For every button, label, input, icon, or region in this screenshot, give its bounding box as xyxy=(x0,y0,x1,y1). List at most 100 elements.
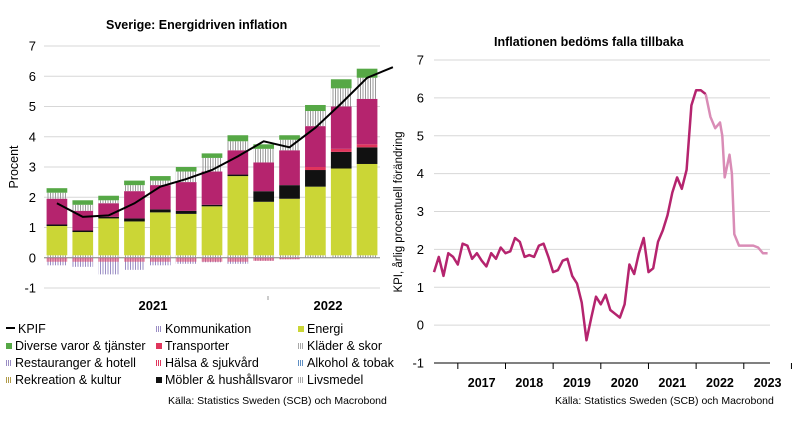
right-y-tick-label: 6 xyxy=(417,90,424,105)
bar-segment-energi xyxy=(124,221,145,256)
bar-segment-diverse-varor xyxy=(279,135,300,140)
right-y-axis-label: KPI, årlig procentuell förändring xyxy=(393,131,405,292)
legend-label: Rekreation & kultur xyxy=(15,373,122,387)
left-y-axis-label: Procent xyxy=(7,145,21,189)
bar-segment-klader xyxy=(72,204,94,211)
bar-segment-klader xyxy=(305,111,326,127)
bar-segment-diverse-varor xyxy=(46,188,68,193)
bar-segment-energi xyxy=(98,218,119,256)
bar-segment-halsa xyxy=(227,257,249,262)
right-y-tick-label: 2 xyxy=(417,242,424,257)
left-x-group-label: 2021 xyxy=(139,298,168,313)
bar-segment-diverse-pink xyxy=(124,191,145,219)
bar-segment-diverse-varor xyxy=(72,200,94,205)
left-y-tick-label: 5 xyxy=(29,99,36,114)
legend-label: Möbler & hushållsvaror xyxy=(165,373,293,387)
bar-segment-livsmedel xyxy=(330,255,352,258)
legend-item-alkohol: Alkohol & tobak xyxy=(298,356,394,370)
left-y-tick-label: 3 xyxy=(29,160,36,175)
legend-label: Transporter xyxy=(165,339,230,353)
bar-segment-energi xyxy=(201,206,223,256)
bar-segment-livsmedel xyxy=(72,255,94,258)
bar-segment-diverse-varor xyxy=(253,144,275,149)
bar-segment-energi xyxy=(46,225,68,256)
bar-segment-energi xyxy=(279,198,300,256)
bar-segment-energi xyxy=(253,201,275,256)
bar-segment-livsmedel xyxy=(46,255,68,258)
bar-segment-halsa xyxy=(98,257,119,262)
bar-segment-diverse-pink xyxy=(227,150,249,175)
legend-item-halsa: Hälsa & sjukvård xyxy=(156,356,259,370)
bar-segment-halsa xyxy=(72,257,94,262)
bar-segment-mobler xyxy=(149,209,171,213)
bar-segment-halsa xyxy=(46,257,68,262)
bar-segment-mobler xyxy=(72,230,94,233)
bar-segment-diverse-varor xyxy=(305,104,326,112)
bar-segment-diverse-varor xyxy=(98,195,119,201)
legend-label: Diverse varor & tjänster xyxy=(15,339,146,353)
bar-segment-diverse-pink xyxy=(253,162,275,192)
bar-segment-halsa xyxy=(175,257,197,262)
bar-segment-mobler xyxy=(305,170,326,187)
bar-segment-klader xyxy=(149,180,171,186)
bar-segment-energi xyxy=(305,186,326,256)
bar-segment-halsa xyxy=(279,257,300,260)
bar-segment-halsa xyxy=(201,257,223,262)
legend-label: Kommunikation xyxy=(165,322,252,336)
bar-segment-livsmedel xyxy=(227,255,249,258)
bar-segment-energi xyxy=(330,168,352,256)
left-y-tick-label: 1 xyxy=(29,220,36,235)
legend-item-restauranger: Restauranger & hotell xyxy=(6,356,136,370)
bar-segment-diverse-pink xyxy=(330,106,352,149)
bar-segment-energi xyxy=(149,212,171,256)
legend-item-klader: Kläder & skor xyxy=(298,339,382,353)
right-y-tick-label: 5 xyxy=(417,128,424,143)
bar-segment-diverse-pink xyxy=(46,198,68,225)
right-y-tick-label: 3 xyxy=(417,204,424,219)
bar-segment-klader xyxy=(253,148,275,163)
left-y-tick-label: 4 xyxy=(29,129,36,144)
bar-segment-transporter xyxy=(305,167,326,171)
bar-segment-energi xyxy=(227,176,249,256)
right-x-tick-label: 2019 xyxy=(563,376,591,390)
bar-segment-diverse-varor xyxy=(227,135,249,142)
bar-segment-mobler xyxy=(46,224,68,226)
bar-segment-livsmedel xyxy=(98,255,119,258)
bar-segment-diverse-varor xyxy=(124,180,145,186)
right-y-tick-label: -1 xyxy=(412,356,424,371)
left-y-tick-label: 2 xyxy=(29,190,36,205)
bar-segment-energi xyxy=(175,213,197,256)
left-chart-legend: KPIF Kommunikation Energi Diverse varor … xyxy=(6,320,406,400)
right-x-tick-label: 2018 xyxy=(515,376,543,390)
right-x-tick-label: 2021 xyxy=(658,376,686,390)
bar-segment-klader xyxy=(124,185,145,192)
bar-segment-livsmedel xyxy=(201,255,223,258)
kpi-outcome-line xyxy=(432,89,707,342)
bar-segment-mobler xyxy=(356,147,378,164)
bar-segment-halsa xyxy=(149,257,171,262)
left-y-tick-label: 7 xyxy=(29,39,36,54)
bar-segment-diverse-varor xyxy=(201,153,223,158)
right-chart-title: Inflationen bedöms falla tillbaka xyxy=(494,35,684,49)
legend-label: Kläder & skor xyxy=(307,339,383,353)
bar-segment-diverse-pink xyxy=(279,150,300,186)
legend-item-livsmedel: Livsmedel xyxy=(298,373,363,387)
bar-segment-diverse-varor xyxy=(330,79,352,89)
left-y-tick-label: 0 xyxy=(29,250,36,265)
legend-item-transporter: Transporter xyxy=(156,339,229,353)
right-y-tick-label: 4 xyxy=(417,166,424,181)
right-x-tick-label: 2023 xyxy=(754,376,782,390)
right-chart-source: Källa: Statistics Sweden (SCB) och Macro… xyxy=(555,395,774,407)
bar-segment-diverse-varor xyxy=(356,68,378,78)
legend-label: KPIF xyxy=(18,322,46,336)
bar-segment-diverse-pink xyxy=(175,182,197,211)
legend-item-kpif: KPIF xyxy=(6,322,46,336)
bar-segment-diverse-pink xyxy=(201,171,223,205)
bar-segment-livsmedel xyxy=(124,255,145,258)
bar-segment-mobler xyxy=(279,185,300,199)
bar-segment-energi xyxy=(72,232,94,256)
left-y-tick-label: 6 xyxy=(29,69,36,84)
bar-segment-livsmedel xyxy=(253,255,275,258)
bar-segment-mobler xyxy=(201,204,223,207)
left-chart-title: Sverige: Energidriven inflation xyxy=(106,18,288,32)
